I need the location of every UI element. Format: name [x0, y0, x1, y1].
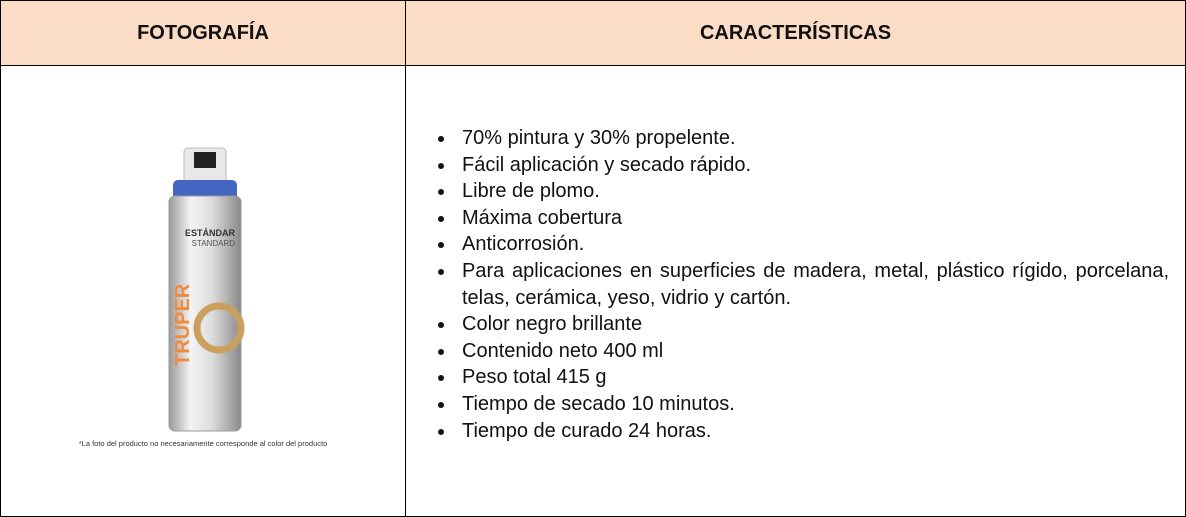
feature-item: Tiempo de secado 10 minutos. [456, 391, 1169, 418]
nozzle [194, 152, 216, 168]
feature-item: Peso total 415 g [456, 364, 1169, 391]
header-cell: CARACTERÍSTICAS [405, 0, 1186, 66]
feature-item: 70% pintura y 30% propelente. [456, 125, 1169, 152]
feature-item: Tiempo de curado 24 horas. [456, 418, 1169, 445]
feature-item: Libre de plomo. [456, 178, 1169, 205]
color-wheel [193, 302, 245, 354]
feature-item: Anticorrosión. [456, 231, 1169, 258]
feature-list: 70% pintura y 30% propelente.Fácil aplic… [406, 125, 1169, 444]
feature-item: Para aplicaciones en superficies de made… [456, 258, 1169, 311]
can-label: ESTÁNDAR [185, 228, 236, 238]
caption: *La foto del producto no necesariamente … [79, 439, 328, 448]
feature-item: Color negro brillante [456, 311, 1169, 338]
header-row: FOTOGRAFÍA CARACTERÍSTICAS [0, 0, 1186, 66]
brand: TRUPER [172, 283, 194, 366]
can-label: STANDARD [192, 239, 236, 248]
photo-cell: ESTÁNDAR STANDARD TRUPER *La foto del pr… [0, 65, 406, 517]
product-photo: ESTÁNDAR STANDARD TRUPER *La foto del pr… [79, 147, 328, 448]
feature-item: Fácil aplicación y secado rápido. [456, 152, 1169, 179]
body-row: ESTÁNDAR STANDARD TRUPER *La foto del pr… [0, 65, 1186, 517]
header-cell: FOTOGRAFÍA [0, 0, 406, 66]
feature-item: Contenido neto 400 ml [456, 338, 1169, 365]
feature-item: Máxima cobertura [456, 205, 1169, 232]
features-cell: 70% pintura y 30% propelente.Fácil aplic… [405, 65, 1186, 517]
